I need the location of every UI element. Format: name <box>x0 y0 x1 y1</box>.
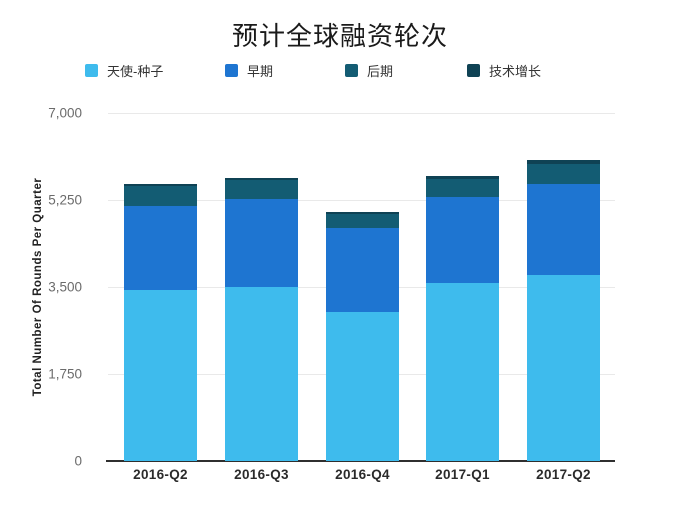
bar-segment-early-stage <box>426 197 499 284</box>
legend-swatch-early-stage <box>225 64 238 77</box>
legend-label: 天使-种子 <box>107 64 164 79</box>
plot-area <box>106 112 615 462</box>
legend-label: 后期 <box>367 64 394 79</box>
x-axis-label-2016-q2: 2016-Q2 <box>133 467 188 482</box>
bar-2016-q3 <box>225 177 298 461</box>
bar-segment-angel-seed <box>527 274 600 461</box>
bar-2016-q4 <box>326 211 399 461</box>
bar-segment-early-stage <box>326 227 399 312</box>
x-axis-label-2016-q3: 2016-Q3 <box>234 467 289 482</box>
legend-swatch-late-stage <box>345 64 358 77</box>
gridline-7000 <box>108 112 615 114</box>
chart-title: 预计全球融资轮次 <box>231 21 448 51</box>
x-axis-label-2016-q4: 2016-Q4 <box>335 467 390 482</box>
bar-segment-late-stage <box>225 180 298 199</box>
legend-label: 技术增长 <box>489 64 542 79</box>
bar-segment-early-stage <box>124 205 197 291</box>
y-tick-label-7,000: 7,000 <box>48 105 82 121</box>
x-axis-label-2017-q2: 2017-Q2 <box>536 467 591 482</box>
bar-segment-tech-growth <box>124 183 197 187</box>
legend-item-late-stage[interactable]: 后期 <box>345 61 393 80</box>
bar-segment-tech-growth <box>527 160 600 164</box>
y-tick-label-0: 0 <box>74 453 82 469</box>
bar-segment-late-stage <box>326 213 399 228</box>
legend-label: 早期 <box>247 64 274 79</box>
bar-segment-angel-seed <box>124 290 197 461</box>
bar-segment-late-stage <box>124 186 197 206</box>
y-tick-label-1,750: 1,750 <box>48 366 82 382</box>
y-tick-label-5,250: 5,250 <box>48 192 82 208</box>
bar-2017-q1 <box>426 176 499 461</box>
legend-item-tech-growth[interactable]: 技术增长 <box>467 61 541 80</box>
bar-segment-tech-growth <box>326 211 399 214</box>
bar-segment-tech-growth <box>225 177 298 181</box>
bar-segment-angel-seed <box>326 311 399 461</box>
bar-2017-q2 <box>527 160 600 461</box>
legend-item-early-stage[interactable]: 早期 <box>225 61 273 80</box>
bar-segment-late-stage <box>426 178 499 198</box>
bar-2016-q2 <box>124 183 197 461</box>
bar-segment-early-stage <box>225 198 298 287</box>
bar-segment-tech-growth <box>426 176 499 179</box>
legend-item-angel-seed[interactable]: 天使-种子 <box>85 61 163 80</box>
legend-swatch-tech-growth <box>467 64 480 77</box>
bar-segment-angel-seed <box>225 287 298 461</box>
bar-segment-angel-seed <box>426 283 499 461</box>
legend-swatch-angel-seed <box>85 64 98 77</box>
bar-segment-late-stage <box>527 163 600 184</box>
y-axis-ticks: 0 1,750 3,500 5,250 7,000 <box>0 106 95 469</box>
bar-segment-early-stage <box>527 183 600 275</box>
gridline-5250 <box>108 199 615 201</box>
x-axis-line <box>106 460 615 462</box>
x-axis-label-2017-q1: 2017-Q1 <box>435 467 490 482</box>
y-tick-label-3,500: 3,500 <box>48 279 82 295</box>
